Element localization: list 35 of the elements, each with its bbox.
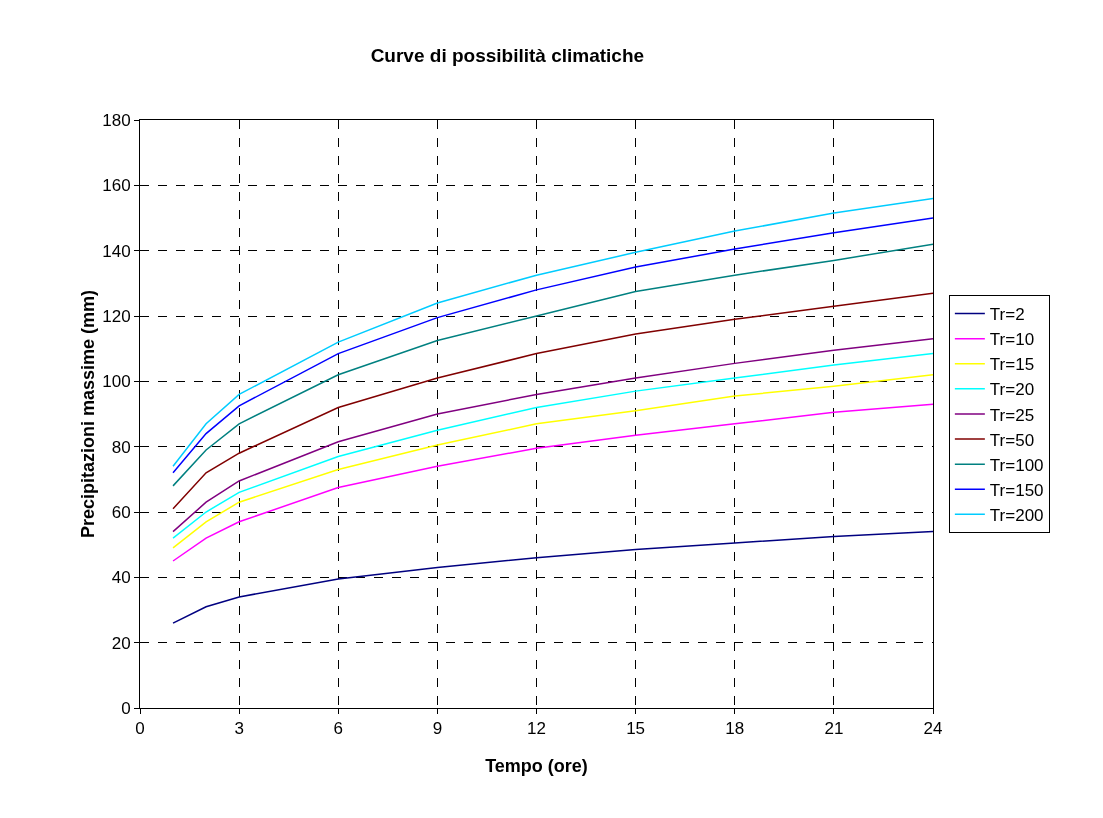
legend-label: Tr=150 bbox=[989, 480, 1044, 500]
x-tick-label: 21 bbox=[824, 719, 844, 739]
y-tick-label: 20 bbox=[111, 633, 131, 653]
line-series bbox=[172, 530, 933, 624]
chart-title: Curve di possibilità climatiche bbox=[370, 45, 645, 67]
line-series bbox=[172, 403, 933, 562]
y-tick-label: 160 bbox=[102, 176, 131, 196]
legend-label: Tr=10 bbox=[989, 330, 1035, 350]
legend-label: Tr=2 bbox=[989, 305, 1025, 325]
legend-label: Tr=100 bbox=[989, 455, 1044, 475]
x-axis-title: Tempo (ore) bbox=[485, 756, 588, 776]
x-tick-label: 6 bbox=[333, 719, 343, 739]
legend-label: Tr=25 bbox=[989, 405, 1035, 425]
x-tick-label: 0 bbox=[135, 719, 145, 739]
legend-label: Tr=20 bbox=[989, 380, 1035, 400]
y-tick-label: 60 bbox=[111, 502, 131, 522]
legend-label: Tr=15 bbox=[989, 355, 1035, 375]
legend-label: Tr=200 bbox=[989, 505, 1044, 525]
x-tick-label: 24 bbox=[923, 719, 943, 739]
y-axis-title: Precipitazioni massime (mm) bbox=[78, 289, 98, 539]
x-tick-label: 12 bbox=[527, 719, 546, 739]
x-tick-label: 9 bbox=[432, 719, 443, 739]
y-tick-label: 40 bbox=[111, 568, 131, 588]
y-tick-label: 120 bbox=[102, 306, 131, 326]
x-tick-label: 3 bbox=[234, 719, 244, 739]
line-series bbox=[172, 374, 933, 549]
x-tick-label: 18 bbox=[725, 719, 745, 739]
y-tick-label: 140 bbox=[102, 241, 131, 261]
legend-label: Tr=50 bbox=[989, 430, 1035, 450]
line-series bbox=[172, 292, 933, 510]
y-tick-label: 180 bbox=[102, 110, 131, 130]
y-tick-label: 100 bbox=[102, 372, 131, 392]
x-tick-label: 15 bbox=[626, 719, 646, 739]
y-tick-label: 80 bbox=[111, 437, 131, 457]
y-tick-label: 0 bbox=[121, 698, 131, 718]
